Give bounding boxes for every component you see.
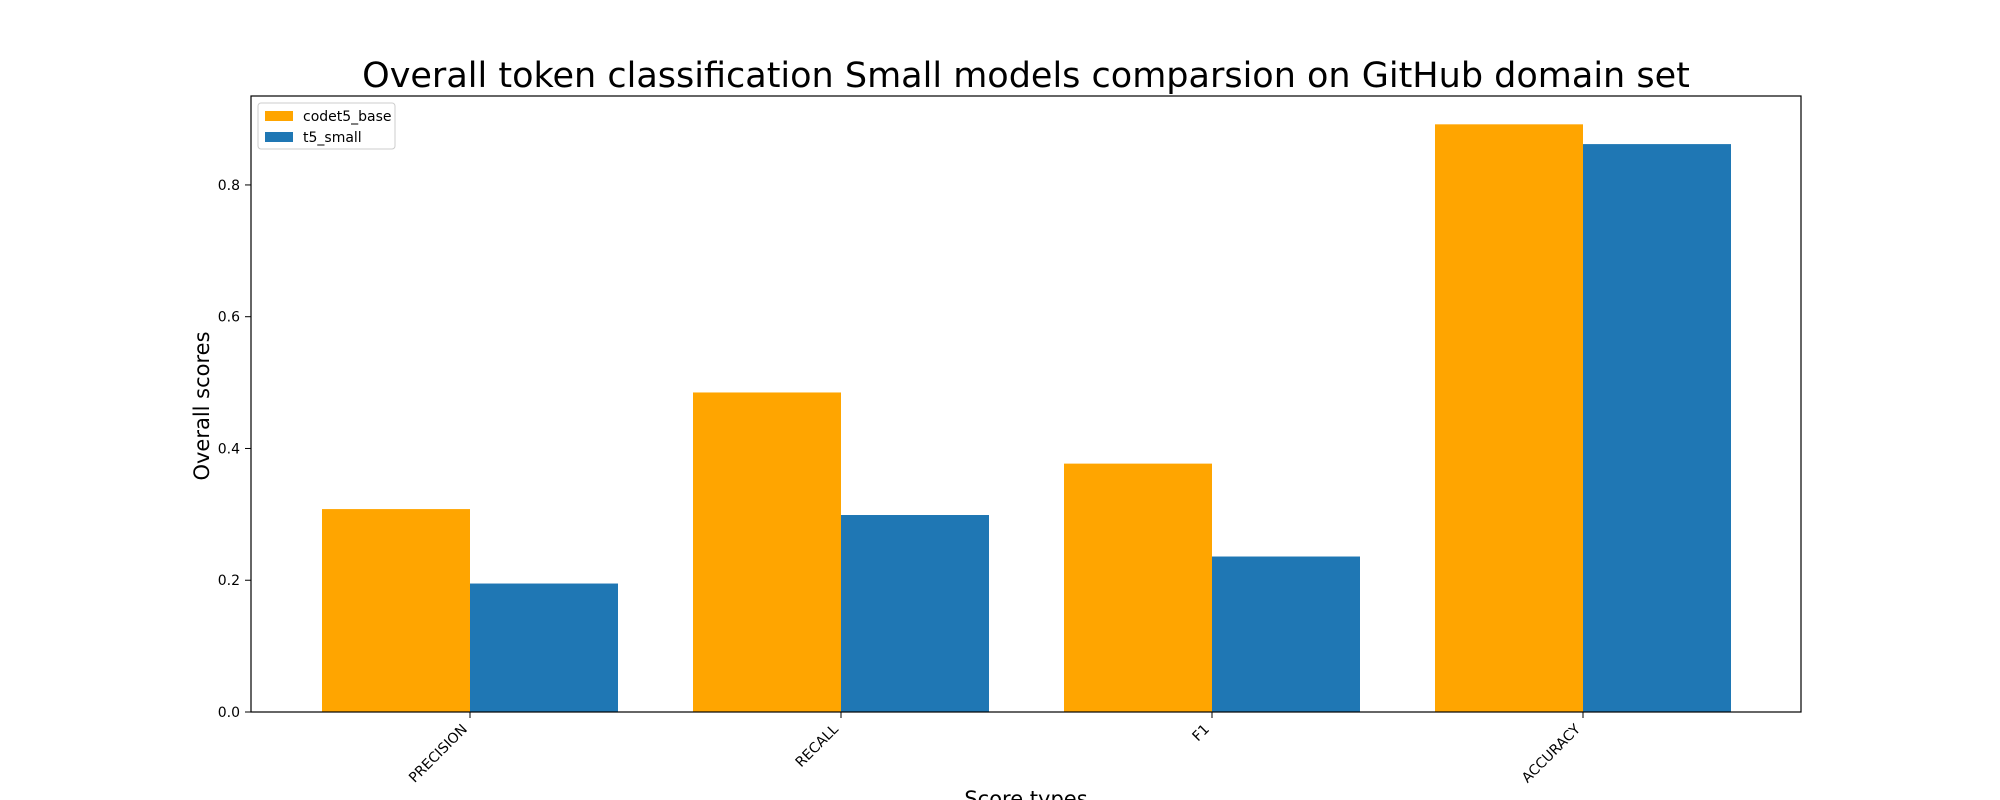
bar-codet5_base-recall (693, 392, 841, 712)
bar-t5_small-f1 (1212, 557, 1360, 712)
bar-t5_small-recall (841, 515, 989, 712)
legend: codet5_base t5_small (258, 103, 395, 149)
bar-codet5_base-precision (322, 509, 470, 712)
legend-label-codet5_base: codet5_base (303, 109, 392, 125)
bar-t5_small-precision (470, 584, 618, 712)
legend-label-t5_small: t5_small (303, 130, 362, 146)
y-tick-label: 0.8 (218, 178, 240, 194)
x-tick-label-accuracy: ACCURACY (1519, 721, 1584, 786)
y-tick-label: 0.2 (218, 573, 240, 589)
y-tick-label: 0.0 (218, 705, 240, 721)
y-tick-label: 0.6 (218, 310, 240, 326)
x-axis-label: Score types (964, 787, 1087, 800)
x-tick-label-f1: F1 (1190, 722, 1213, 745)
bar-t5_small-accuracy (1583, 144, 1731, 712)
legend-swatch-codet5_base (265, 111, 293, 121)
x-tick-label-recall: RECALL (793, 721, 842, 770)
legend-swatch-t5_small (265, 132, 293, 142)
chart-title: Overall token classification Small model… (362, 56, 1690, 96)
bar-codet5_base-f1 (1064, 464, 1212, 712)
bars-layer (322, 124, 1731, 712)
x-tick-label-precision: PRECISION (406, 722, 471, 787)
y-axis-label: Overall scores (190, 331, 214, 480)
y-tick-label: 0.4 (218, 441, 240, 457)
bar-codet5_base-accuracy (1435, 124, 1583, 712)
